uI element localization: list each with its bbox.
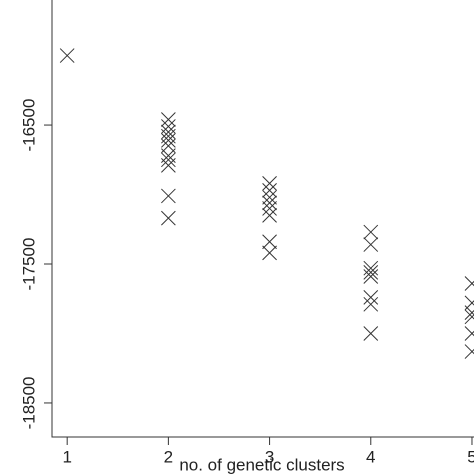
point-stroke xyxy=(363,260,379,276)
point-stroke xyxy=(161,188,176,204)
x-tick-label: 2 xyxy=(164,447,173,466)
point xyxy=(363,326,379,341)
point-stroke xyxy=(464,330,474,341)
point xyxy=(363,264,379,280)
point-stroke xyxy=(59,48,75,63)
point xyxy=(262,176,277,191)
point xyxy=(464,276,474,291)
point xyxy=(262,234,277,250)
point-stroke xyxy=(262,208,277,223)
point xyxy=(464,295,474,311)
point-stroke xyxy=(161,124,176,140)
point xyxy=(262,245,277,261)
point xyxy=(161,124,176,140)
point-stroke xyxy=(464,314,474,325)
point xyxy=(161,132,176,148)
point-stroke xyxy=(161,157,176,173)
point xyxy=(59,48,75,63)
point-stroke xyxy=(262,176,277,191)
point xyxy=(363,224,379,240)
point-stroke xyxy=(464,300,474,311)
point xyxy=(464,305,474,320)
point-stroke xyxy=(363,269,379,284)
point xyxy=(262,195,277,211)
point-stroke xyxy=(262,195,277,211)
point-stroke xyxy=(464,309,474,320)
y-tick-label: -17500 xyxy=(19,238,38,291)
point-stroke xyxy=(161,112,176,127)
point-stroke xyxy=(262,183,277,198)
point-stroke xyxy=(161,132,176,148)
point xyxy=(363,237,379,252)
point xyxy=(363,269,379,284)
point xyxy=(363,290,379,305)
point xyxy=(262,183,277,198)
point-stroke xyxy=(262,245,277,261)
point-stroke xyxy=(464,348,474,359)
point-stroke xyxy=(161,210,176,226)
point xyxy=(161,188,176,204)
point-stroke xyxy=(363,296,379,312)
x-tick-label: 1 xyxy=(62,447,71,466)
point-stroke xyxy=(464,280,474,291)
point xyxy=(262,189,277,205)
point-stroke xyxy=(363,326,379,341)
point-stroke xyxy=(262,201,277,216)
point-stroke xyxy=(161,152,176,168)
point-stroke xyxy=(363,264,379,280)
x-tick-label: 5 xyxy=(467,447,474,466)
point xyxy=(161,157,176,173)
point xyxy=(161,112,176,127)
point xyxy=(464,309,474,325)
plot-frame xyxy=(51,0,474,438)
point xyxy=(161,152,176,168)
y-tick-label: -16500 xyxy=(19,99,38,152)
point-stroke xyxy=(262,234,277,250)
point xyxy=(363,260,379,276)
x-tick-label: 4 xyxy=(366,447,375,466)
point-stroke xyxy=(363,237,379,252)
point xyxy=(161,210,176,226)
x-tick-label: 3 xyxy=(265,447,274,466)
point xyxy=(464,344,474,359)
point xyxy=(262,208,277,223)
point-stroke xyxy=(363,290,379,305)
y-tick-label: -18500 xyxy=(19,376,38,429)
x-axis-title: no. of genetic clusters xyxy=(179,455,344,474)
point-stroke xyxy=(363,224,379,240)
point xyxy=(363,296,379,312)
point xyxy=(464,326,474,341)
point-stroke xyxy=(262,189,277,205)
point xyxy=(262,201,277,216)
